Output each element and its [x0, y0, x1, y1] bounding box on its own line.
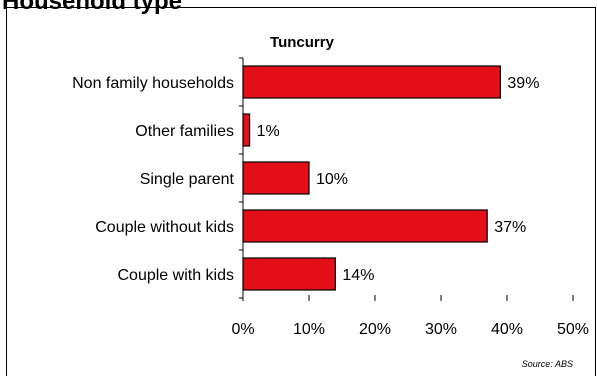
source-note: Source: ABS	[522, 359, 573, 369]
bar	[242, 209, 488, 243]
x-tick-label: 40%	[491, 321, 523, 338]
x-tick-label: 50%	[557, 321, 589, 338]
category-label: Non family households	[72, 75, 234, 92]
category-label: Other families	[135, 123, 234, 140]
chart-frame	[6, 7, 596, 376]
x-tick-label: 30%	[425, 321, 457, 338]
bar	[242, 65, 501, 99]
bar	[242, 257, 337, 291]
category-label: Couple without kids	[95, 219, 234, 236]
chart-title: Tuncurry	[270, 34, 335, 51]
bar	[242, 113, 251, 147]
data-label: 10%	[316, 171, 348, 188]
data-label: 1%	[257, 123, 280, 140]
data-label: 39%	[507, 75, 539, 92]
data-label: 37%	[494, 219, 526, 236]
bar	[242, 161, 310, 195]
data-label: 14%	[342, 267, 374, 284]
category-label: Single parent	[140, 171, 235, 188]
category-label: Couple with kids	[118, 267, 235, 284]
x-tick-label: 20%	[359, 321, 391, 338]
x-tick-label: 10%	[293, 321, 325, 338]
x-tick-label: 0%	[231, 321, 254, 338]
